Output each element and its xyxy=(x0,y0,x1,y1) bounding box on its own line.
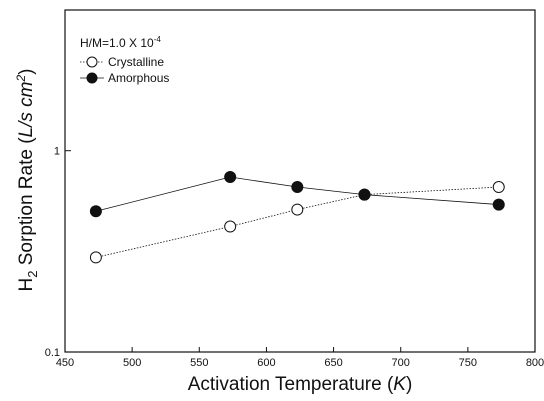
data-point xyxy=(291,203,304,216)
data-point xyxy=(492,181,505,194)
data-point xyxy=(89,205,102,218)
annotation: H/M=1.0 X 10-4 xyxy=(80,35,161,50)
x-tick-label: 600 xyxy=(257,357,275,369)
data-point xyxy=(224,220,237,233)
y-axis-label: H2 Sorption Rate (L/s cm2) xyxy=(14,68,40,291)
x-tick-label: 450 xyxy=(56,357,74,369)
x-tick-label: 750 xyxy=(459,357,477,369)
x-tick-label: 550 xyxy=(190,357,208,369)
x-tick-label: 800 xyxy=(526,357,544,369)
legend-label: Crystalline xyxy=(108,55,164,69)
y-tick-label: 1 xyxy=(54,146,60,158)
data-point xyxy=(291,181,304,194)
data-point xyxy=(224,171,237,184)
data-point xyxy=(492,198,505,211)
y-tick-label: 0.1 xyxy=(45,347,60,359)
x-tick-label: 700 xyxy=(392,357,410,369)
legend-label: Amorphous xyxy=(108,71,169,85)
series-line xyxy=(95,186,499,258)
x-axis-label: Activation Temperature (K) xyxy=(188,374,413,395)
legend-marker xyxy=(86,56,98,68)
x-tick-label: 500 xyxy=(123,357,141,369)
data-point xyxy=(358,188,371,201)
legend-marker xyxy=(86,72,98,84)
data-point xyxy=(89,251,102,264)
plot-frame xyxy=(64,9,536,353)
x-tick-label: 650 xyxy=(324,357,342,369)
